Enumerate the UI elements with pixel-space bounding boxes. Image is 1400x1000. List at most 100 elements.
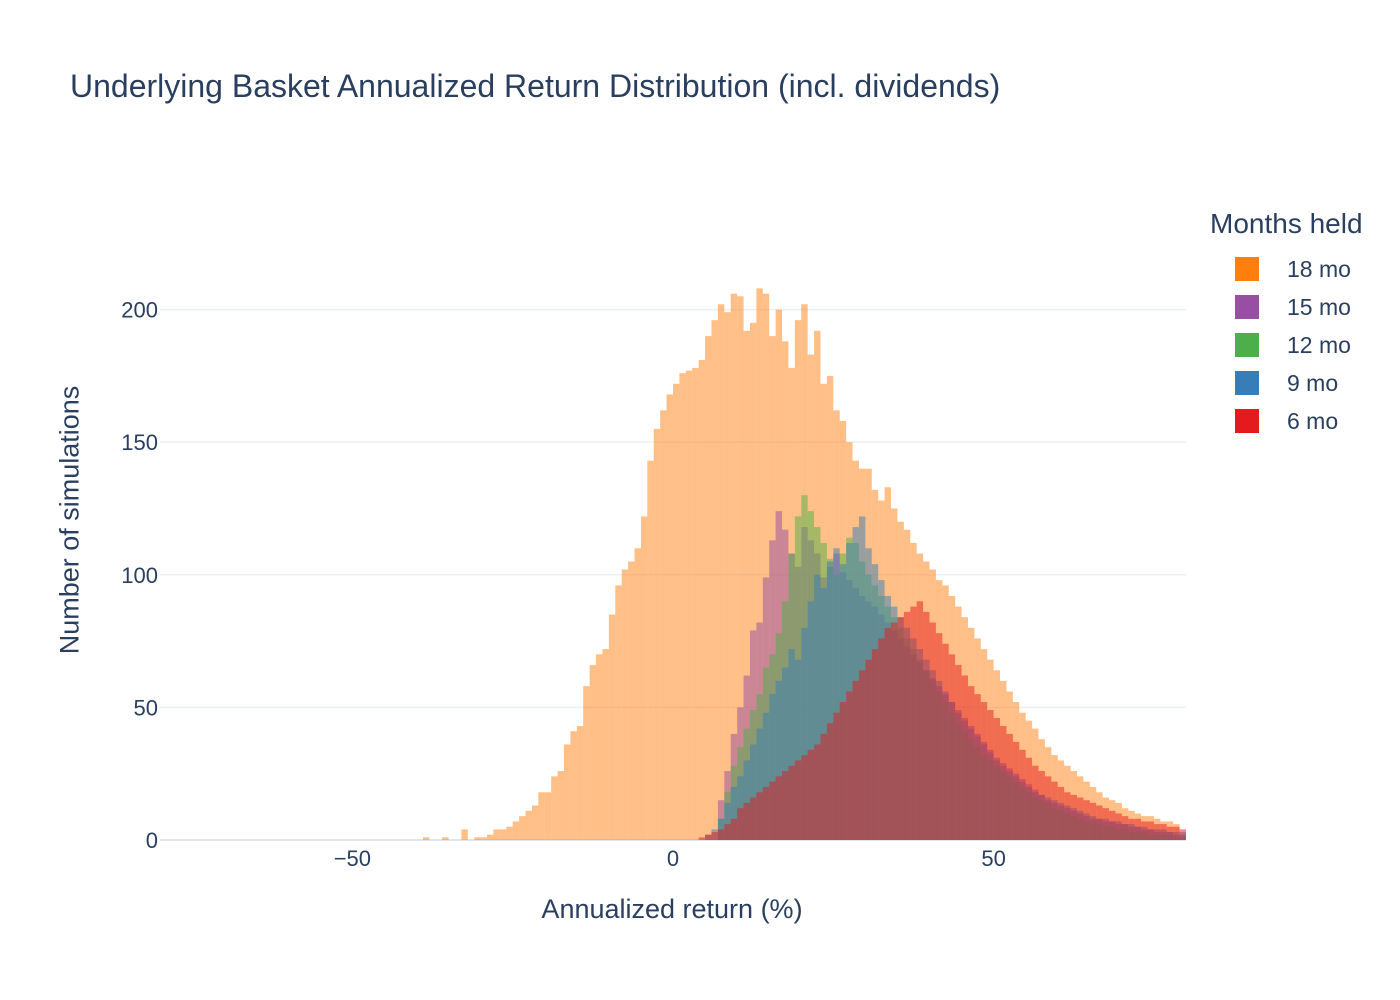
bar <box>756 288 763 840</box>
bar <box>762 293 770 840</box>
legend-label: 6 mo <box>1287 407 1339 434</box>
bar <box>987 710 994 840</box>
bar <box>730 786 738 840</box>
bar <box>673 383 680 840</box>
bar <box>749 744 757 840</box>
bar <box>1038 771 1045 840</box>
bar <box>1179 829 1186 840</box>
bar <box>743 330 750 840</box>
legend-swatch <box>1235 257 1259 281</box>
legend-title: Months held <box>1210 208 1363 239</box>
bar <box>1096 805 1103 840</box>
legend-item-15-mo[interactable]: 15 mo <box>1210 288 1363 326</box>
bar <box>788 765 795 840</box>
bar <box>910 606 917 840</box>
bar <box>602 649 609 840</box>
bar <box>801 755 808 840</box>
bar <box>846 691 853 840</box>
bar <box>512 821 520 840</box>
legend-swatch <box>1235 409 1259 433</box>
bar <box>852 680 859 840</box>
bar <box>679 373 686 840</box>
bar <box>576 725 584 840</box>
bar <box>493 829 500 840</box>
bar <box>749 797 757 840</box>
bar <box>782 771 789 840</box>
bar <box>730 818 738 840</box>
bar <box>839 702 847 840</box>
bar <box>1109 810 1116 840</box>
bar <box>878 638 885 840</box>
y-tick-label: 150 <box>121 430 158 455</box>
bar <box>519 816 526 840</box>
bar <box>499 829 507 840</box>
bar <box>705 336 712 840</box>
bar <box>1166 826 1174 840</box>
bar <box>711 320 718 840</box>
bar <box>807 601 815 840</box>
legend-item-18-mo[interactable]: 18 mo <box>1210 250 1363 288</box>
legend-label: 12 mo <box>1287 331 1351 358</box>
bar <box>756 792 763 840</box>
bar <box>474 837 481 840</box>
bar <box>698 359 706 840</box>
legend-label: 18 mo <box>1287 255 1351 282</box>
legend-item-6-mo[interactable]: 6 mo <box>1210 402 1363 440</box>
bar <box>422 837 430 840</box>
x-tick-label: 50 <box>981 846 1005 871</box>
bar <box>660 410 667 840</box>
bar <box>826 723 834 840</box>
bar <box>1128 818 1135 840</box>
bar <box>775 776 783 840</box>
bar <box>1064 792 1071 840</box>
bar <box>1044 776 1052 840</box>
bar <box>1160 824 1167 840</box>
bar <box>993 718 1001 840</box>
bar <box>935 633 943 840</box>
bar <box>1070 794 1077 840</box>
bar <box>1000 725 1007 840</box>
bar <box>634 548 641 840</box>
bar <box>717 304 725 840</box>
bar <box>647 460 654 840</box>
bar <box>1051 781 1058 840</box>
y-axis-title: Number of simulations <box>54 385 85 655</box>
bar <box>858 670 866 840</box>
bar <box>563 744 571 840</box>
bar <box>1089 802 1097 840</box>
bar <box>769 781 776 840</box>
bar <box>544 792 552 840</box>
bar <box>916 601 924 840</box>
bar <box>1134 818 1142 840</box>
bar <box>1032 765 1039 840</box>
bar <box>724 802 731 840</box>
bar <box>955 664 962 840</box>
bar <box>833 712 840 840</box>
bar <box>1012 741 1020 840</box>
histogram-bars <box>422 288 1186 841</box>
legend-item-9-mo[interactable]: 9 mo <box>1210 364 1363 402</box>
bar <box>891 622 898 840</box>
bar <box>794 659 802 840</box>
series-6-mo <box>698 601 1186 840</box>
bar <box>1102 808 1110 840</box>
bar <box>506 826 513 840</box>
bar <box>743 802 750 840</box>
bar <box>717 829 725 840</box>
bar <box>769 694 776 840</box>
legend-item-12-mo[interactable]: 12 mo <box>1210 326 1363 364</box>
bar <box>974 694 981 840</box>
x-tick-label: 0 <box>667 846 679 871</box>
bar <box>724 312 731 840</box>
bar <box>749 322 757 841</box>
bar <box>980 702 988 840</box>
bar <box>531 805 539 840</box>
bar <box>1141 821 1148 840</box>
bar <box>1076 797 1084 840</box>
bar <box>551 776 558 840</box>
bar <box>596 654 603 840</box>
bar <box>967 686 975 840</box>
bar <box>487 834 494 840</box>
bar <box>628 561 635 840</box>
bar <box>1147 821 1154 840</box>
